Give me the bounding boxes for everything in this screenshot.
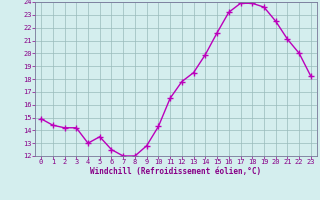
X-axis label: Windchill (Refroidissement éolien,°C): Windchill (Refroidissement éolien,°C) (91, 167, 261, 176)
